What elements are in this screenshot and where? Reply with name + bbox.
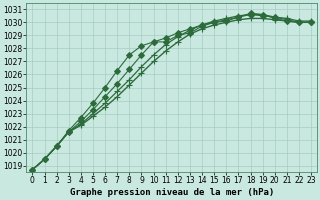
X-axis label: Graphe pression niveau de la mer (hPa): Graphe pression niveau de la mer (hPa) xyxy=(70,188,274,197)
